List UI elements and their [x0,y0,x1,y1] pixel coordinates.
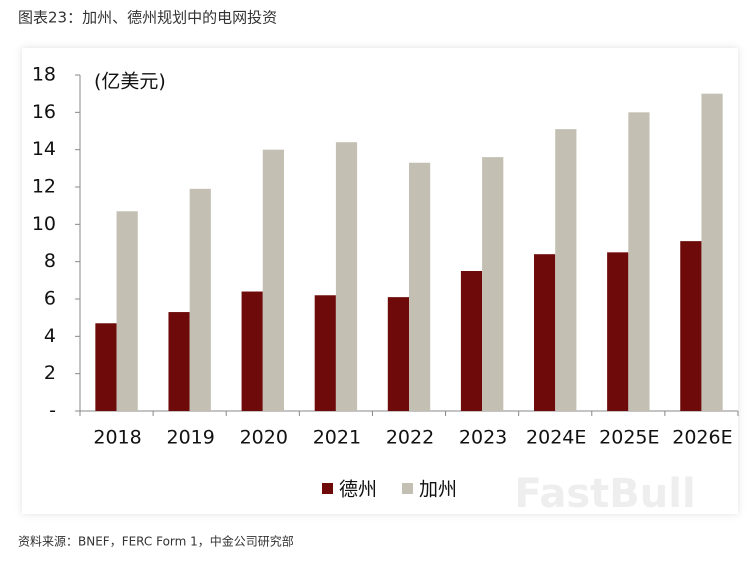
x-tick-label: 2022 [386,427,434,449]
bar [241,291,263,411]
bar [387,297,409,411]
bar [482,157,504,411]
watermark: FastBull [514,471,695,517]
y-tick-label: 2 [44,362,56,384]
y-tick-label: - [49,400,56,422]
y-tick-label: 10 [32,213,56,235]
x-tick-label: 2024E [526,427,586,449]
bar [168,312,190,411]
bar [534,254,556,411]
y-tick-label: 16 [32,101,56,123]
bar [189,188,211,411]
legend-label: 德州 [339,479,377,501]
x-tick-label: 2021 [313,427,361,449]
source-note: 资料来源：BNEF，FERC Form 1，中金公司研究部 [18,534,294,549]
bar [335,142,358,411]
y-tick-label: 18 [32,64,56,86]
bar [680,241,702,411]
y-tick-label: 4 [44,325,56,347]
bar [628,112,650,411]
bar [701,93,723,412]
y-axis-unit: (亿美元) [94,71,166,93]
y-tick-label: 12 [32,176,56,198]
x-tick-label: 2018 [93,427,141,449]
bar [555,129,577,411]
x-tick-label: 2025E [599,427,659,449]
legend-swatch [322,483,333,494]
bar [409,162,431,411]
x-tick-label: 2019 [166,427,214,449]
bar [116,211,138,411]
y-tick-label: 8 [44,250,56,272]
bar [262,149,284,411]
bar [607,252,629,411]
y-tick-label: 6 [44,288,56,310]
y-tick-label: 14 [32,138,56,160]
chart-title: 图表23：加州、德州规划中的电网投资 [18,9,277,27]
legend-label: 加州 [419,479,457,501]
bar [460,271,483,411]
x-tick-label: 2020 [240,427,288,449]
x-tick-label: 2023 [459,427,507,449]
x-tick-label: 2026E [672,427,732,449]
legend-swatch [402,483,413,494]
bar [95,323,117,411]
bar [314,295,336,411]
